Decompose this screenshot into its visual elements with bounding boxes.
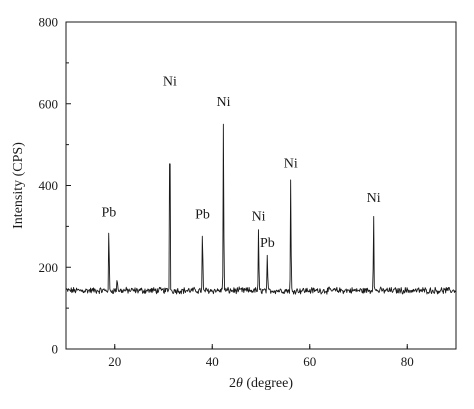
peak-label-ni: Ni bbox=[284, 156, 298, 171]
peak-label-ni: Ni bbox=[367, 191, 381, 206]
x-axis-label-suffix: (degree) bbox=[243, 376, 293, 391]
x-axis-label: 2θ (degree) bbox=[229, 376, 293, 391]
x-axis-label-theta: θ bbox=[236, 376, 243, 391]
x-axis-label-prefix: 2 bbox=[229, 376, 236, 391]
peak-label-ni: Ni bbox=[252, 209, 266, 224]
xrd-pattern-line bbox=[65, 123, 457, 295]
peak-label-pb: Pb bbox=[260, 236, 275, 251]
y-axis-label: Intensity (CPS) bbox=[11, 142, 26, 229]
y-tick-label: 400 bbox=[39, 178, 59, 193]
x-tick-label: 60 bbox=[303, 354, 316, 369]
peak-label-pb: Pb bbox=[102, 205, 117, 220]
x-tick-label: 80 bbox=[401, 354, 414, 369]
y-tick-label: 600 bbox=[39, 96, 59, 111]
peak-label-ni: Ni bbox=[163, 75, 177, 90]
x-tick-label: 20 bbox=[108, 354, 121, 369]
peak-label-ni: Ni bbox=[216, 95, 230, 110]
plot-frame bbox=[65, 21, 457, 350]
x-tick-label: 40 bbox=[206, 354, 219, 369]
y-tick-label: 800 bbox=[39, 15, 59, 30]
peak-label-pb: Pb bbox=[195, 207, 210, 222]
y-tick-label: 0 bbox=[52, 342, 59, 357]
y-tick-label: 200 bbox=[39, 260, 59, 275]
